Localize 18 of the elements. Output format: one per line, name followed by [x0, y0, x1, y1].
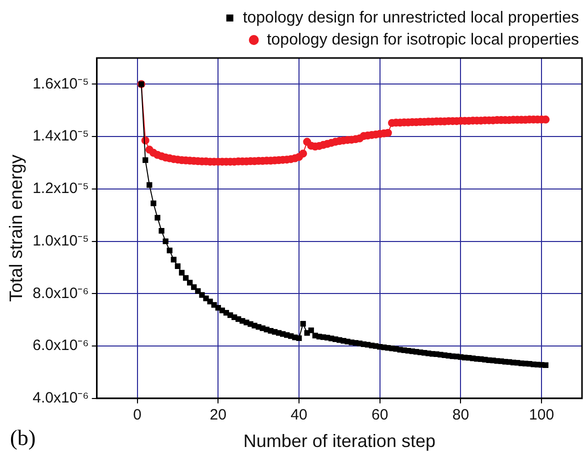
y-tick-label: 1.4x10⁻⁵ — [32, 128, 89, 145]
legend-label: topology design for isotropic local properties — [266, 31, 579, 48]
x-tick-label: 20 — [210, 406, 226, 424]
y-tick-label: 1.0x10⁻⁵ — [32, 232, 89, 250]
text: (b) — [10, 425, 36, 450]
y-tick-label: 4.0x10⁻⁶ — [32, 390, 89, 407]
y-tick-label: 1.6x10⁻⁵ — [32, 75, 89, 92]
y-tick-label: 1.2x10⁻⁵ — [32, 180, 89, 198]
y-tick-label: 6.0x10⁻⁶ — [32, 337, 89, 354]
x-tick-label: 80 — [452, 406, 470, 424]
x-tick-label: 0 — [133, 406, 142, 424]
x-tick-label: 40 — [290, 406, 308, 424]
x-axis-title: Number of iteration step — [243, 431, 436, 452]
y-tick-label: 8.0x10⁻⁶ — [32, 284, 89, 302]
legend-label: topology design for unrestricted local properties — [242, 9, 579, 26]
y-axis-title: Total strain energy — [6, 154, 26, 302]
x-tick-label: 100 — [529, 406, 554, 424]
x-tick-label: 60 — [372, 406, 388, 424]
